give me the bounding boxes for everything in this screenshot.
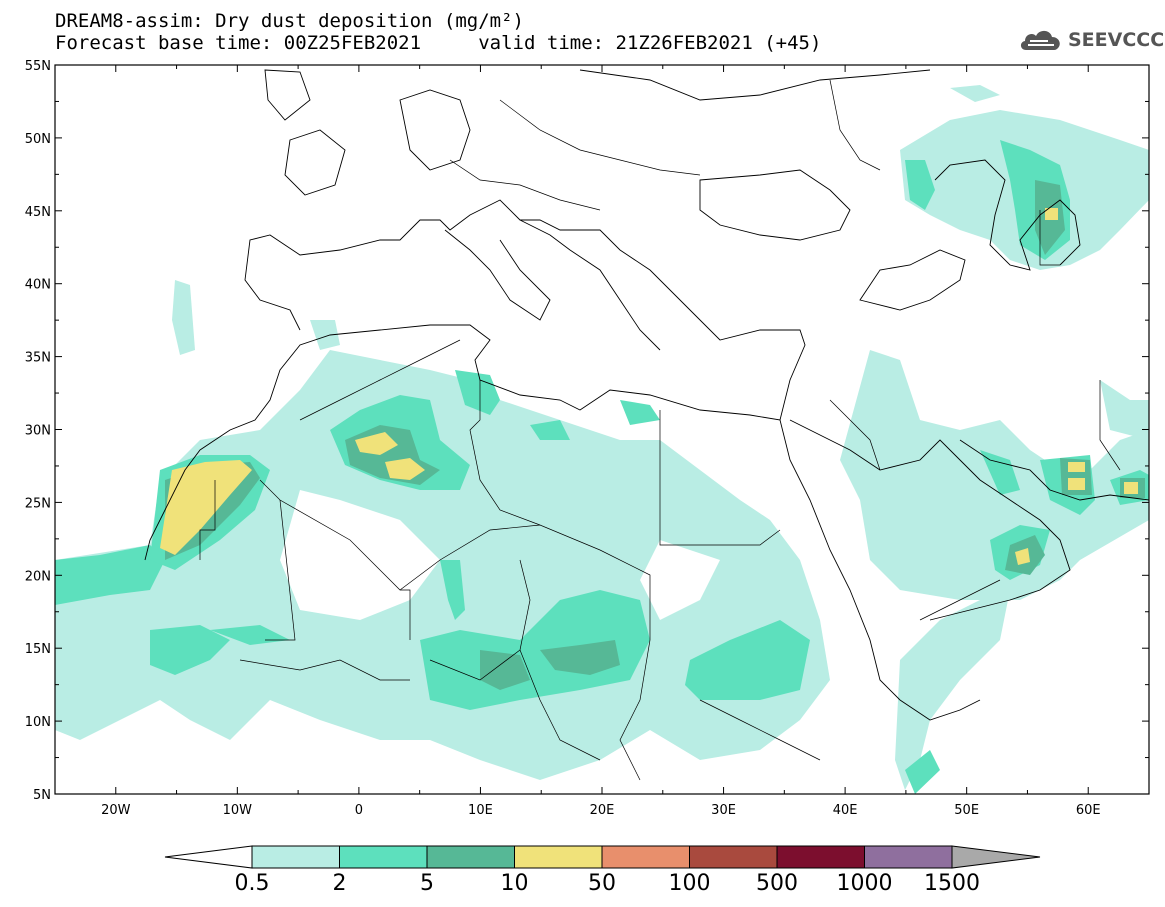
cloud-icon bbox=[1020, 30, 1060, 50]
map-title: DREAM8-assim: Dry dust deposition (mg/m²… bbox=[55, 10, 524, 32]
colorbar-segment bbox=[689, 845, 778, 869]
colorbar-label: 1000 bbox=[837, 871, 893, 896]
colorbar-segment bbox=[339, 845, 428, 869]
lon-tick-label: 20W bbox=[101, 803, 131, 818]
lat-tick-label: 40N bbox=[25, 278, 51, 293]
colorbar-segment bbox=[601, 845, 690, 869]
lat-tick-label: 20N bbox=[25, 569, 51, 584]
lon-tick-label: 40E bbox=[833, 803, 858, 818]
logo-text: SEEVCCC bbox=[1068, 29, 1165, 51]
longitude-axis: 20W 10W 0 10E 20E 30E 40E 50E 60E bbox=[54, 65, 1150, 818]
lat-tick-label: 45N bbox=[25, 205, 51, 220]
lat-tick-label: 15N bbox=[25, 642, 51, 657]
colorbar-segment bbox=[776, 845, 865, 869]
lat-tick-label: 5N bbox=[33, 788, 51, 803]
lat-tick-label: 30N bbox=[25, 424, 51, 439]
lon-tick-label: 20E bbox=[590, 803, 615, 818]
colorbar-label: 2 bbox=[333, 871, 347, 896]
dust-deposition-field bbox=[55, 85, 1149, 794]
lat-tick-label: 55N bbox=[25, 59, 51, 74]
seevccc-logo: SEEVCCC bbox=[1018, 26, 1164, 54]
colorbar-label: 10 bbox=[501, 871, 529, 896]
lon-tick-label: 10W bbox=[223, 803, 253, 818]
colorbar-label: 5 bbox=[420, 871, 434, 896]
colorbar-label: 500 bbox=[756, 871, 798, 896]
lat-tick-label: 50N bbox=[25, 132, 51, 147]
colorbar: 0.5 2 5 10 50 100 500 1000 1500 bbox=[164, 845, 1041, 896]
colorbar-label: 0.5 bbox=[235, 871, 270, 896]
latitude-axis: 55N 50N 45N 40N 35N 30N 25N 20N 15N 10N 5N bbox=[25, 59, 1149, 803]
lat-tick-label: 35N bbox=[25, 351, 51, 366]
colorbar-label: 50 bbox=[588, 871, 616, 896]
colorbar-segment bbox=[426, 845, 515, 869]
political-borders bbox=[199, 79, 1121, 781]
colorbar-label: 1500 bbox=[924, 871, 980, 896]
colorbar-under-arrow bbox=[164, 845, 253, 869]
colorbar-label: 100 bbox=[669, 871, 711, 896]
colorbar-segment bbox=[864, 845, 953, 869]
colorbar-segment bbox=[514, 845, 603, 869]
lon-tick-label: 60E bbox=[1076, 803, 1101, 818]
coastlines bbox=[144, 69, 1149, 721]
lat-tick-label: 25N bbox=[25, 496, 51, 511]
colorbar-segment bbox=[251, 845, 340, 869]
lon-tick-label: 0 bbox=[355, 803, 363, 818]
deposition-class-10 bbox=[160, 208, 1138, 565]
forecast-times: Forecast base time: 00Z25FEB2021 valid t… bbox=[55, 32, 822, 54]
lon-tick-label: 50E bbox=[954, 803, 979, 818]
lat-tick-label: 10N bbox=[25, 715, 51, 730]
lon-tick-label: 30E bbox=[711, 803, 736, 818]
lon-tick-label: 10E bbox=[468, 803, 493, 818]
colorbar-over-arrow bbox=[951, 845, 1041, 869]
